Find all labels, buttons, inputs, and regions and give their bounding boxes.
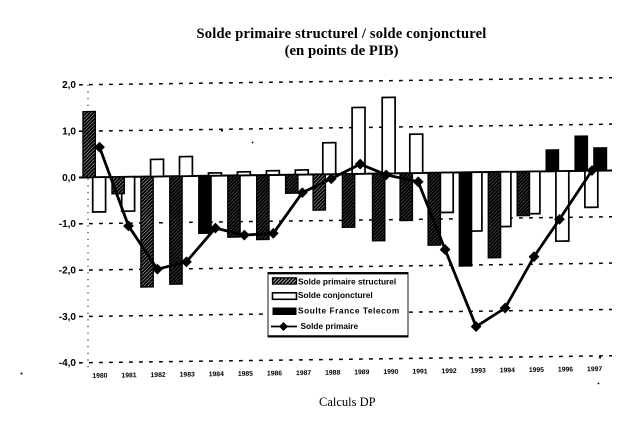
- svg-text:1991: 1991: [412, 368, 427, 375]
- svg-text:1997: 1997: [587, 366, 602, 373]
- svg-text:-3,0: -3,0: [59, 312, 77, 323]
- svg-text:Solde primaire structurel: Solde primaire structurel: [298, 277, 396, 287]
- svg-text:1981: 1981: [121, 372, 136, 379]
- svg-text:Solde conjoncturel: Solde conjoncturel: [298, 290, 373, 300]
- svg-text:1980: 1980: [92, 373, 107, 380]
- svg-text:1983: 1983: [180, 371, 195, 378]
- svg-text:1985: 1985: [238, 371, 253, 378]
- svg-text:1994: 1994: [500, 367, 515, 374]
- svg-text:-2,0: -2,0: [59, 266, 77, 277]
- svg-text:1988: 1988: [325, 370, 340, 377]
- svg-text:Soulte France Telecom: Soulte France Telecom: [298, 306, 400, 316]
- svg-text:-4,0: -4,0: [59, 358, 77, 369]
- svg-text:0,0: 0,0: [62, 173, 76, 184]
- svg-text:Solde primaire: Solde primaire: [301, 321, 359, 331]
- svg-text:1987: 1987: [296, 370, 311, 377]
- svg-text:-1,0: -1,0: [59, 219, 77, 230]
- svg-text:1989: 1989: [354, 369, 369, 376]
- svg-text:1996: 1996: [558, 366, 573, 373]
- svg-text:2,0: 2,0: [62, 80, 76, 91]
- svg-text:1992: 1992: [442, 368, 457, 375]
- svg-text:1990: 1990: [383, 369, 398, 376]
- svg-text:1995: 1995: [529, 367, 544, 374]
- svg-text:1986: 1986: [267, 370, 282, 377]
- svg-text:1993: 1993: [471, 368, 486, 375]
- svg-text:1982: 1982: [151, 372, 166, 379]
- svg-text:1984: 1984: [209, 371, 224, 378]
- svg-text:1,0: 1,0: [62, 127, 76, 138]
